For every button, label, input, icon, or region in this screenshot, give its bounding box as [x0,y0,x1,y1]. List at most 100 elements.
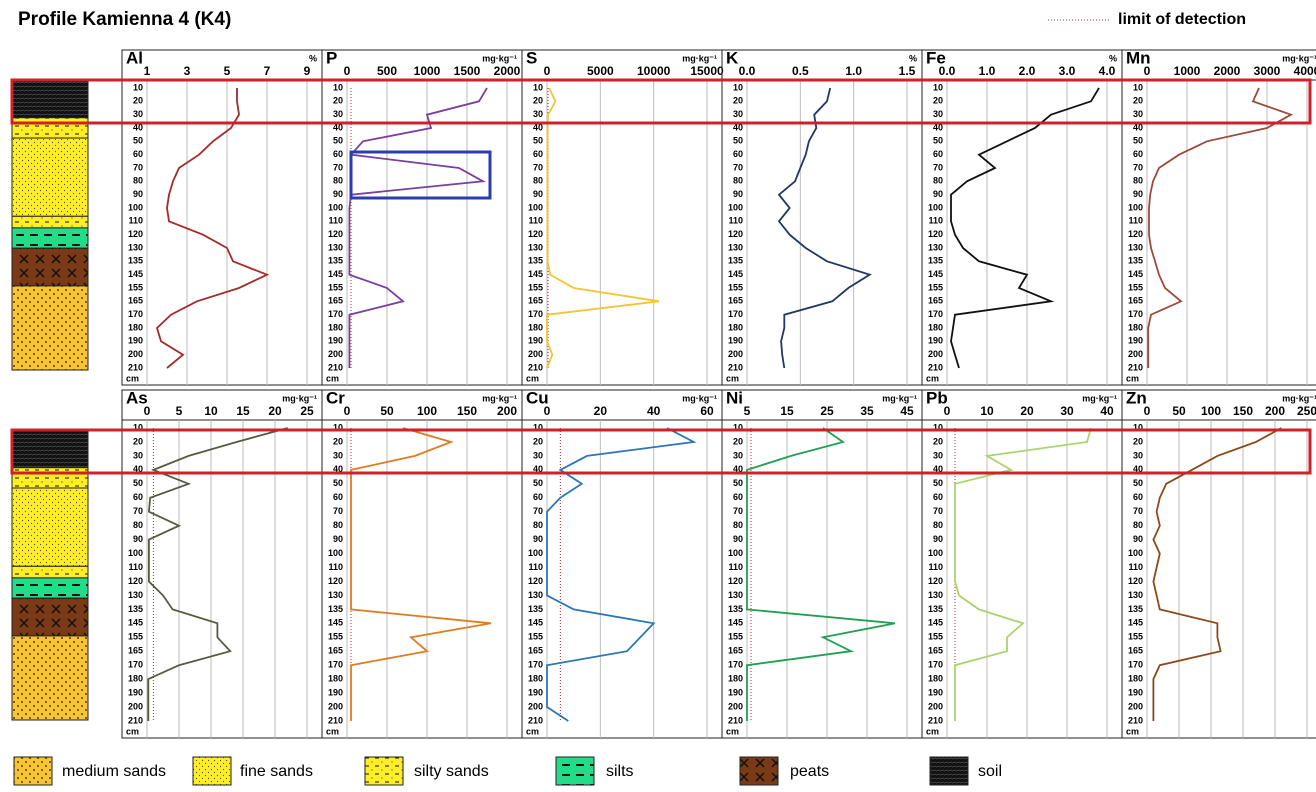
profile-line [779,88,870,368]
depth-label: 180 [528,322,543,332]
depth-label: 50 [333,136,343,146]
depth-label: 80 [133,520,143,530]
depth-unit: cm [126,373,139,383]
x-tick-label: 0 [1144,64,1151,78]
legend-swatch [740,757,778,785]
depth-label: 200 [528,701,543,711]
panel-frame [322,390,522,738]
depth-label: 165 [728,296,743,306]
depth-label: 90 [933,189,943,199]
depth-label: 170 [328,660,343,670]
depth-label: 20 [133,436,143,446]
depth-label: 10 [733,82,743,92]
depth-label: 120 [128,229,143,239]
depth-label: 145 [328,618,343,628]
depth-label: 190 [528,336,543,346]
depth-label: 130 [728,590,743,600]
depth-label: 80 [133,176,143,186]
depth-label: 200 [1128,701,1143,711]
title: Profile Kamienna 4 (K4) [18,9,231,30]
depth-label: 20 [933,436,943,446]
lithology-layer [12,286,88,370]
x-tick-label: 1.0 [979,64,996,78]
depth-label: 90 [133,534,143,544]
depth-label: 130 [128,242,143,252]
unit: mg·kg⁻¹ [1082,393,1117,403]
depth-label: 190 [1128,687,1143,697]
legend-label: medium sands [62,763,166,780]
depth-label: 170 [728,309,743,319]
unit: mg·kg⁻¹ [282,393,317,403]
depth-label: 165 [1128,296,1143,306]
legend-label: fine sands [240,763,313,780]
depth-label: 90 [333,189,343,199]
panel: Mnmg·kg⁻¹0100020003000400010203040506070… [1122,48,1316,385]
depth-label: 190 [128,336,143,346]
depth-unit: cm [326,373,339,383]
depth-label: 155 [728,632,743,642]
depth-unit: cm [326,726,339,736]
depth-label: 120 [928,229,943,239]
depth-label: 135 [728,604,743,614]
x-tick-label: 15000 [690,64,724,78]
x-tick-label: 3000 [1254,64,1281,78]
depth-label: 200 [728,349,743,359]
depth-label: 145 [1128,618,1143,628]
depth-unit: cm [526,373,539,383]
depth-label: 80 [1133,520,1143,530]
x-tick-label: 0.0 [939,64,956,78]
depth-label: 30 [333,450,343,460]
depth-label: 100 [528,548,543,558]
lithology-layer [12,578,88,598]
depth-label: 50 [733,478,743,488]
lithology-layer [12,138,88,216]
depth-label: 135 [928,604,943,614]
x-tick-label: 200 [497,404,517,418]
panel: Znmg·kg⁻¹0501001502002501020304050607080… [1122,388,1316,738]
depth-label: 155 [928,632,943,642]
depth-label: 110 [528,216,543,226]
depth-label: 60 [1133,492,1143,502]
depth-label: 145 [328,269,343,279]
depth-label: 50 [133,136,143,146]
legend-label: peats [790,763,829,780]
panel-frame [122,390,322,738]
depth-label: 110 [928,216,943,226]
x-tick-label: 5 [224,64,231,78]
x-tick-label: 1000 [1174,64,1201,78]
depth-label: 20 [733,96,743,106]
depth-label: 110 [1128,216,1143,226]
depth-label: 210 [928,362,943,372]
depth-label: 155 [128,282,143,292]
x-tick-label: 60 [700,404,714,418]
depth-label: 100 [328,548,343,558]
depth-label: 80 [733,176,743,186]
unit: mg·kg⁻¹ [882,393,917,403]
depth-label: 90 [533,534,543,544]
depth-label: 30 [333,109,343,119]
depth-label: 130 [928,242,943,252]
depth-label: 190 [928,336,943,346]
depth-label: 50 [133,478,143,488]
depth-label: 165 [128,646,143,656]
depth-label: 100 [1128,548,1143,558]
depth-label: 100 [128,202,143,212]
depth-label: 170 [528,660,543,670]
depth-label: 135 [1128,256,1143,266]
lithology-layer [12,228,88,248]
depth-label: 80 [333,520,343,530]
lithology-layer [12,216,88,228]
legend-swatch [193,757,231,785]
depth-label: 155 [328,632,343,642]
depth-label: 130 [528,590,543,600]
depth-label: 90 [933,534,943,544]
depth-label: 200 [728,701,743,711]
depth-label: 80 [933,176,943,186]
depth-label: 180 [1128,674,1143,684]
panel-frame [722,390,922,738]
depth-label: 120 [528,229,543,239]
panel-frame [522,50,722,385]
x-tick-label: 40 [647,404,661,418]
depth-label: 130 [128,590,143,600]
depth-label: 170 [928,660,943,670]
